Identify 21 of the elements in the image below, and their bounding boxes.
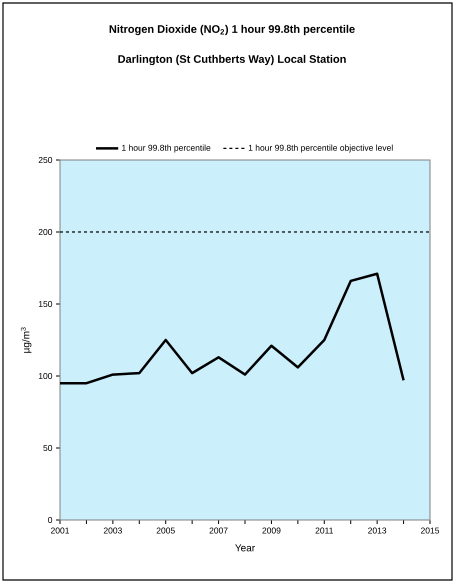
x-axis-title: Year — [235, 544, 255, 552]
y-tick-label: 150 — [38, 301, 52, 308]
chart-title: Nitrogen Dioxide (NO$_{2}$) 1 hour 99.8th percentile — [110, 24, 355, 36]
x-tick-label: 2009 — [262, 528, 280, 534]
legend-label: 1 hour 99.8th percentile — [122, 144, 210, 152]
y-tick-label: 50 — [43, 445, 52, 452]
chart-subtitle: Darlington (St Cuthberts Way) Local Station — [118, 54, 346, 66]
x-tick-label: 2015 — [420, 528, 440, 534]
legend-label: 1 hour 99.8th percentile objective level — [248, 144, 393, 152]
x-tick-label: 2001 — [50, 528, 70, 534]
x-tick-label: 2011 — [316, 528, 334, 534]
line-series — [60, 272, 405, 384]
x-tick-label: 2013 — [368, 528, 386, 534]
y-axis-title: µg/m$^{3}$ — [20, 327, 32, 353]
y-tick-label: 200 — [38, 229, 52, 236]
y-tick-label: 0 — [48, 517, 52, 524]
x-tick-label: 2005 — [156, 528, 175, 534]
x-tick-label: 2007 — [210, 528, 228, 534]
y-tick-label: 250 — [38, 157, 52, 164]
x-tick-label: 2003 — [104, 528, 122, 534]
y-tick-label: 100 — [38, 373, 52, 380]
